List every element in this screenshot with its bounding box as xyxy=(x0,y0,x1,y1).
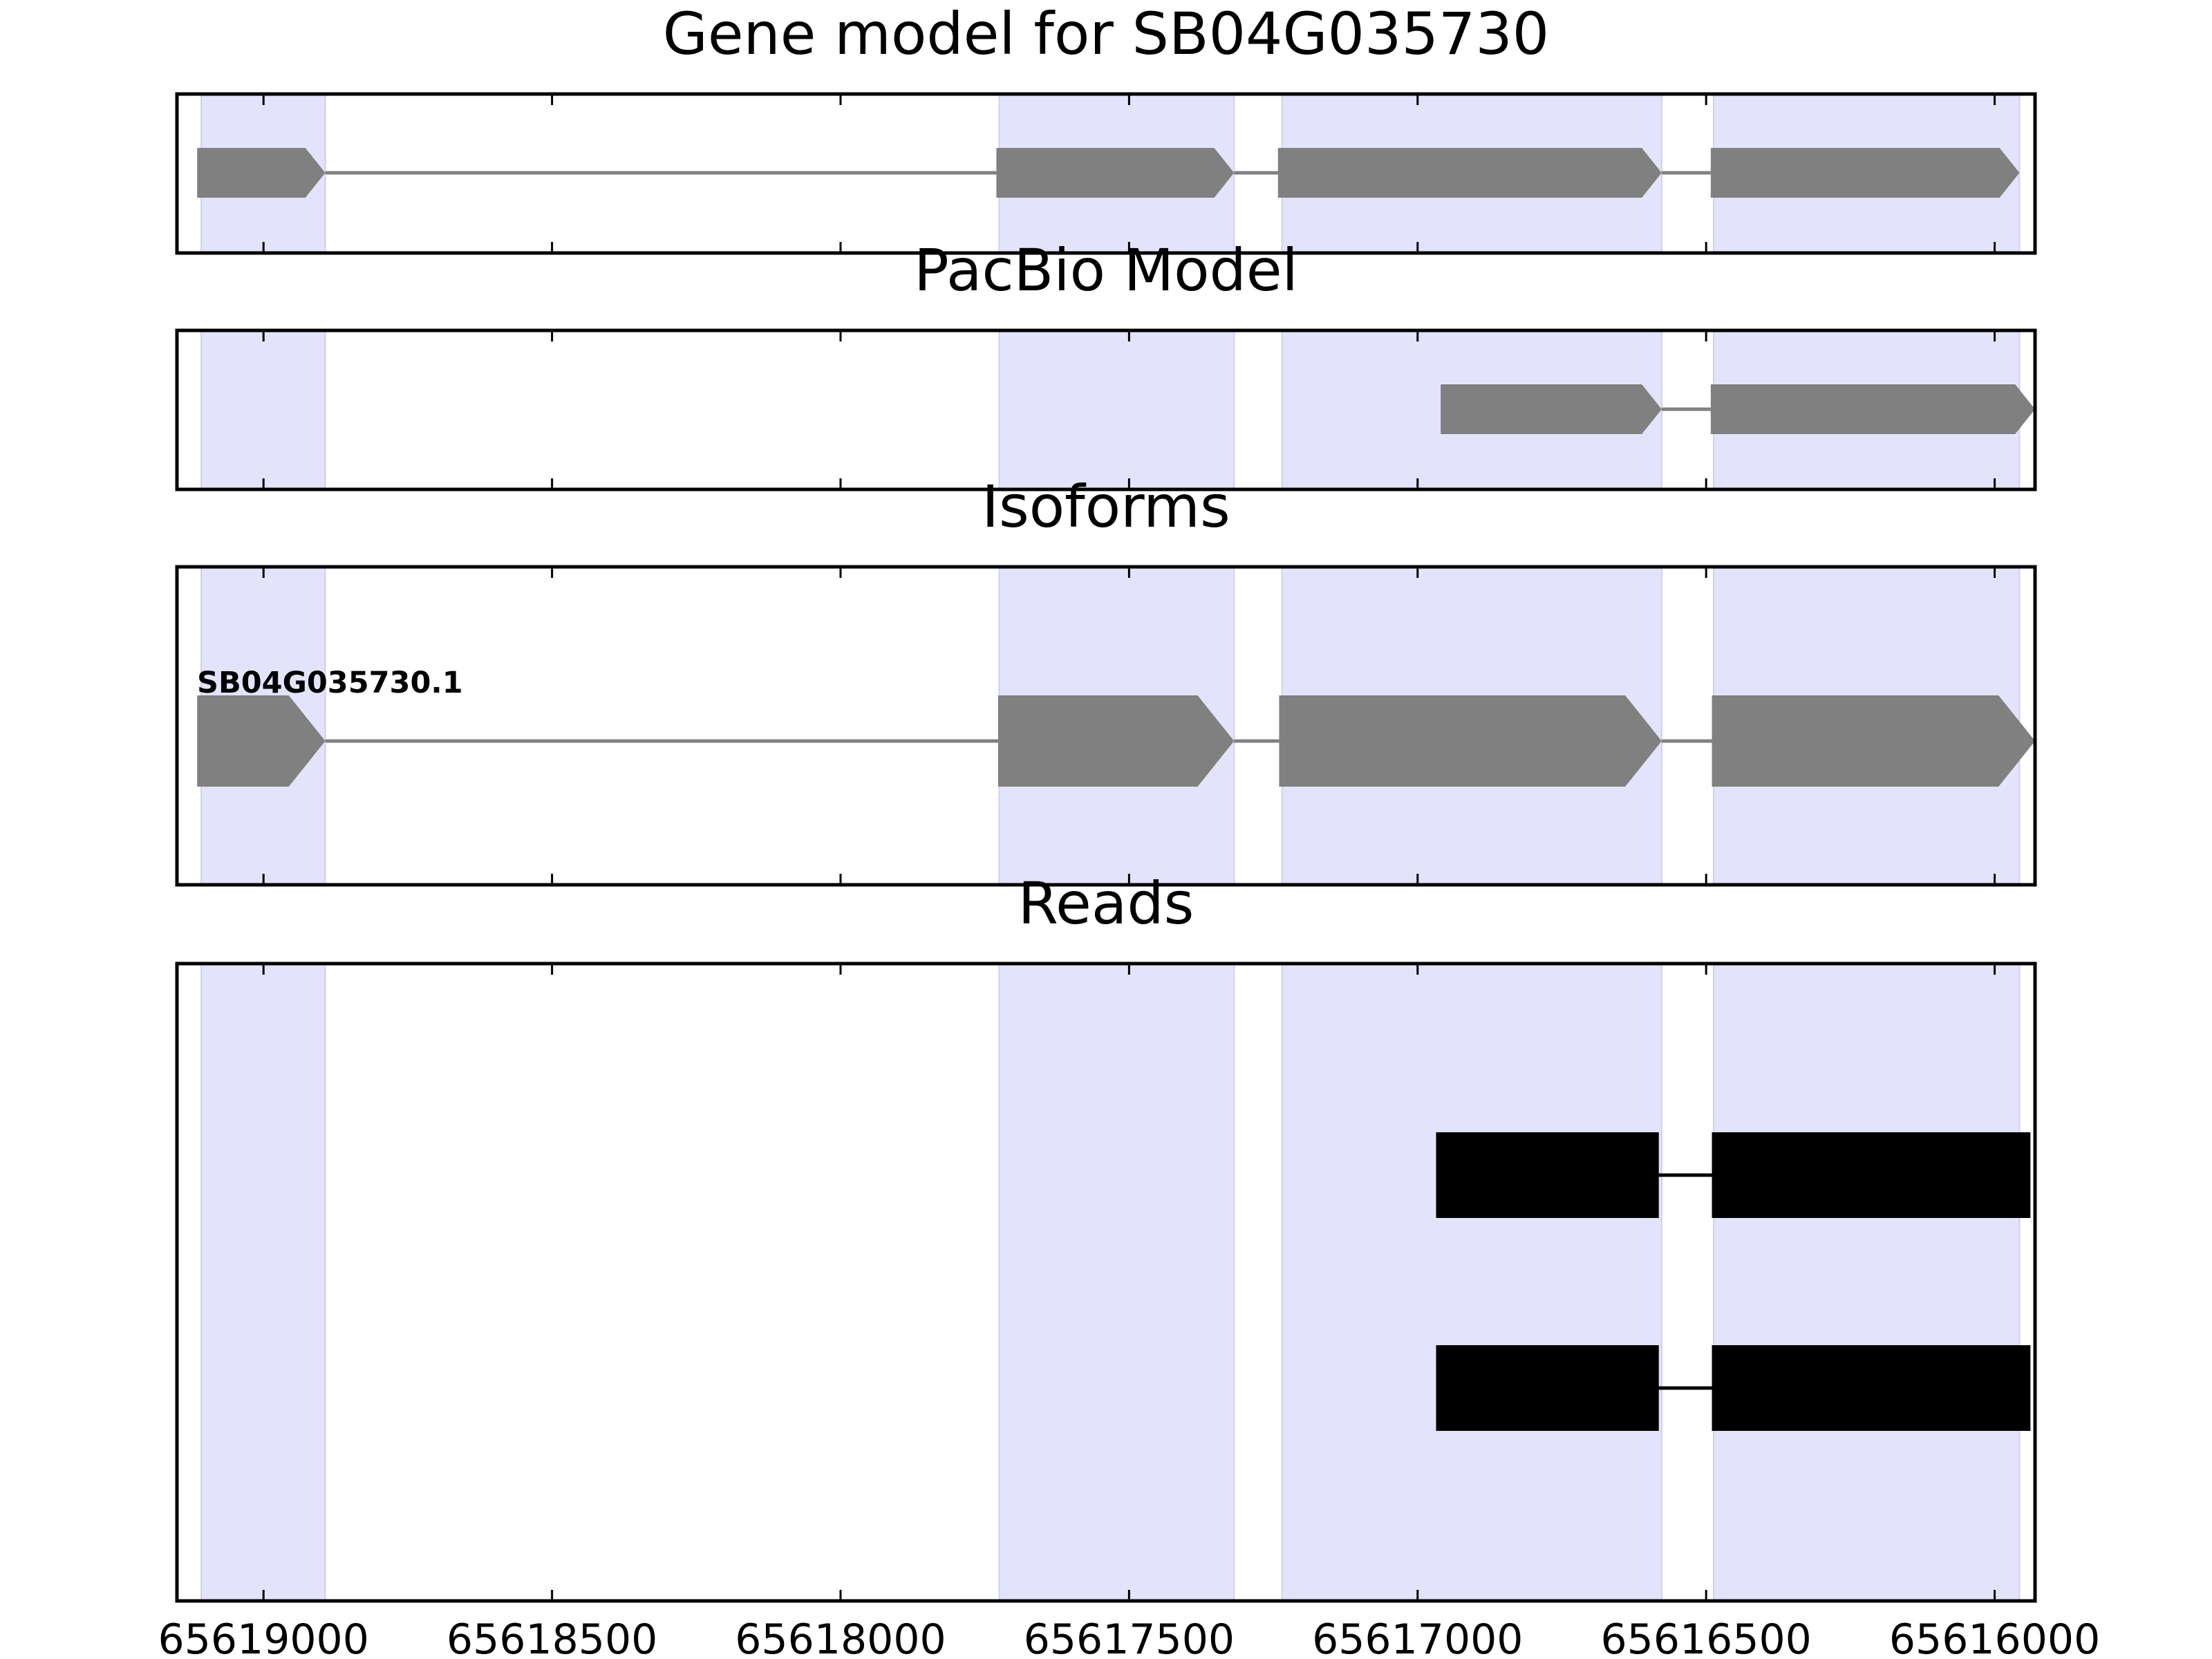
exon-arrow xyxy=(1441,384,1662,434)
axes-frame xyxy=(175,92,2037,255)
exon-arrow xyxy=(1712,695,2035,787)
exon-arrow xyxy=(197,695,326,787)
exon-arrow xyxy=(996,148,1235,198)
panel-title-pacbio-model: PacBio Model xyxy=(914,236,1298,304)
exon-arrow xyxy=(997,695,1235,787)
exon-arrow xyxy=(197,148,326,198)
exon-shade-band xyxy=(998,963,1235,1602)
read-exon-block xyxy=(1712,1345,2031,1431)
exon-shade-band xyxy=(998,330,1235,490)
exon-arrow xyxy=(1710,384,2035,434)
exon-arrow xyxy=(1710,148,2020,198)
x-tick-label: 65616500 xyxy=(1600,1615,1811,1659)
axes-frame xyxy=(175,328,2037,491)
x-tick-label: 65616000 xyxy=(1889,1615,2100,1659)
feature-layer xyxy=(197,148,2035,1431)
x-tick-label: 65618000 xyxy=(735,1615,946,1659)
panel-title-gene-model: Gene model for SB04G035730 xyxy=(663,0,1549,68)
panel-title-reads: Reads xyxy=(1018,870,1194,937)
text-layer: Gene model for SB04G035730 PacBio Model … xyxy=(197,0,1549,937)
exon-shade-band xyxy=(1281,963,1662,1602)
axes-frame xyxy=(175,565,2037,887)
axes-frame xyxy=(175,962,2037,1603)
x-tick-label: 65618500 xyxy=(447,1615,657,1659)
axes-frame-layer xyxy=(175,92,2037,1603)
x-tick-labels: 65619000 65618500 65618000 65617500 65617000… xyxy=(158,1615,2101,1659)
read-exon-block xyxy=(1436,1345,1659,1431)
exon-arrow xyxy=(1279,695,1662,787)
read-exon-block xyxy=(1712,1132,2031,1218)
x-tick-label: 65619000 xyxy=(158,1615,369,1659)
x-tick-label: 65617000 xyxy=(1312,1615,1523,1659)
x-tick-label: 65617500 xyxy=(1024,1615,1235,1659)
read-exon-block xyxy=(1436,1132,1659,1218)
exon-arrow xyxy=(1277,148,1662,198)
exon-shade-band xyxy=(200,963,326,1602)
exon-shade-band xyxy=(1713,963,2021,1602)
panel-title-isoforms: Isoforms xyxy=(982,473,1230,541)
isoform-label: SB04G035730.1 xyxy=(197,666,463,700)
exon-shade-band xyxy=(200,330,326,490)
